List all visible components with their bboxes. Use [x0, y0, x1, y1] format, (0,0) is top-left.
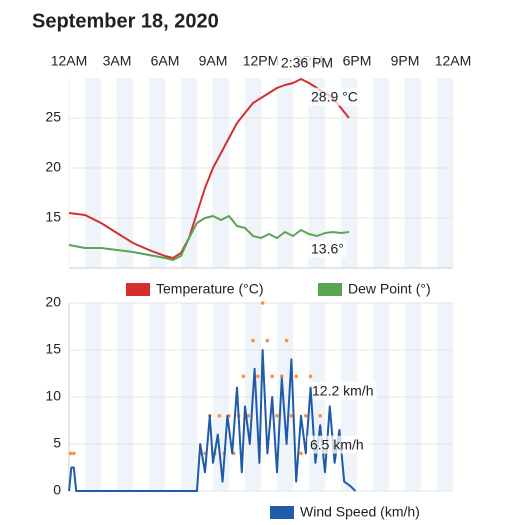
y-tick-label: 25 — [45, 109, 61, 125]
gust-dot — [72, 451, 76, 456]
x-tick-label: 12AM — [435, 53, 472, 69]
hour-band — [149, 78, 165, 268]
x-tick-label: 6AM — [151, 53, 180, 69]
hover-bg — [276, 53, 338, 72]
series-line — [68, 78, 350, 259]
gust-dot — [299, 451, 303, 456]
annotation: 6.5 km/h — [310, 437, 364, 453]
gust-dot — [251, 338, 255, 343]
x-tick-label: 3AM — [103, 53, 132, 69]
gust-dot — [318, 414, 323, 418]
legend-label: Wind Speed (km/h) — [300, 504, 420, 520]
hour-band — [245, 78, 261, 268]
annotation: 12.2 km/h — [312, 383, 373, 399]
gust-dot — [294, 374, 299, 379]
legend-label: Dew Point (°) — [348, 281, 431, 297]
series-line — [68, 215, 350, 261]
x-tick-label: 9PM — [391, 53, 420, 69]
y-tick-label: 20 — [45, 294, 61, 310]
legend-label: Temperature (°C) — [156, 281, 264, 297]
legend-swatch — [126, 283, 150, 296]
y-tick-label: 10 — [45, 388, 61, 404]
annotation-bg — [308, 87, 361, 106]
y-tick-label: 20 — [45, 159, 61, 175]
x-tick-label: 6PM — [343, 53, 372, 69]
legend-swatch — [318, 283, 342, 296]
hour-band — [213, 78, 229, 268]
gust-dot — [217, 414, 222, 418]
hour-band — [277, 78, 293, 268]
annotation: 28.9 °C — [311, 89, 358, 105]
hover-label: 2:36 PM — [281, 55, 333, 71]
gust-dot — [284, 338, 289, 343]
gust-dot — [275, 414, 279, 418]
annotation-bg — [307, 435, 367, 454]
annotation-bg — [308, 239, 347, 258]
y-tick-label: 15 — [45, 209, 61, 225]
hour-band — [341, 78, 357, 268]
gust-dot — [280, 374, 284, 379]
y-tick-label: 5 — [53, 435, 61, 451]
annotation: 13.6° — [311, 241, 344, 257]
x-tick-label: 12AM — [51, 53, 88, 69]
series-line — [68, 349, 357, 492]
gust-dot — [255, 374, 260, 379]
gust-dot — [241, 374, 246, 379]
gust-dot — [260, 301, 265, 305]
gust-dot — [68, 451, 73, 456]
x-tick-label: 12PM — [243, 53, 280, 69]
hour-band — [117, 78, 133, 268]
y-tick-label: 15 — [45, 341, 61, 357]
gust-dot — [270, 374, 275, 379]
gust-dot — [265, 338, 270, 343]
hour-band — [373, 78, 389, 268]
y-tick-label: 0 — [53, 482, 61, 498]
hour-band — [437, 78, 453, 268]
legend-swatch — [270, 506, 294, 519]
gust-dot — [304, 414, 308, 418]
gust-dot — [308, 374, 313, 379]
hour-band — [181, 78, 197, 268]
x-tick-label: 9AM — [199, 53, 228, 69]
hour-band — [85, 78, 101, 268]
gust-dot — [289, 414, 294, 418]
hour-band — [309, 78, 325, 268]
annotation-bg — [309, 381, 377, 400]
hour-band — [405, 78, 421, 268]
chart-title: September 18, 2020 — [32, 10, 219, 32]
